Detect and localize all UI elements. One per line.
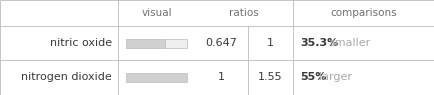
Text: nitrogen dioxide: nitrogen dioxide xyxy=(21,72,112,82)
Text: 0.647: 0.647 xyxy=(206,38,237,48)
Text: larger: larger xyxy=(319,72,352,82)
Text: ratios: ratios xyxy=(229,8,259,18)
Text: 1.55: 1.55 xyxy=(258,72,283,82)
Text: 1: 1 xyxy=(267,38,274,48)
Text: 55%: 55% xyxy=(300,72,326,82)
Bar xyxy=(126,38,165,48)
Text: 1: 1 xyxy=(218,72,225,82)
Text: 35.3%: 35.3% xyxy=(300,38,338,48)
Bar xyxy=(126,73,187,82)
Text: visual: visual xyxy=(141,8,172,18)
Text: smaller: smaller xyxy=(329,38,370,48)
Bar xyxy=(165,38,187,48)
Text: nitric oxide: nitric oxide xyxy=(50,38,112,48)
Text: comparisons: comparisons xyxy=(330,8,397,18)
